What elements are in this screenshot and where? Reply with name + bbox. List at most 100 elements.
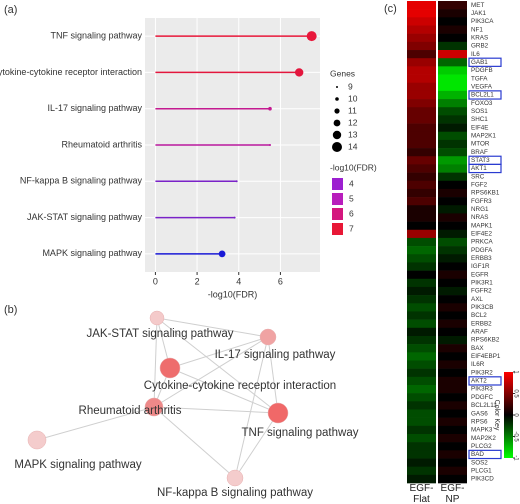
row-label: MTOR <box>471 141 490 148</box>
network-node <box>149 310 165 326</box>
color-key-tick: 0 <box>512 413 518 417</box>
heatmap-cell <box>407 434 436 443</box>
heatmap-cell <box>407 458 436 467</box>
lollipop-dot <box>218 250 226 258</box>
heatmap-cell <box>407 90 436 100</box>
heatmap-cell <box>438 74 467 83</box>
row-label: RPS6 <box>471 418 488 425</box>
heatmap-cell <box>438 442 467 451</box>
heatmap-cell <box>407 221 436 231</box>
heatmap-cell <box>407 278 436 288</box>
row-label: PDGFB <box>471 67 493 74</box>
row-highlight <box>468 90 502 100</box>
row-label: AKT1 <box>471 165 487 172</box>
network-edge <box>234 412 279 479</box>
row-label: STAT3 <box>471 157 490 164</box>
heatmap-cell <box>438 107 467 116</box>
row-label: BAD <box>471 451 484 458</box>
legend-label: 4 <box>349 178 354 188</box>
heatmap-cell <box>438 148 467 157</box>
column-label: EGF-NP <box>440 483 465 504</box>
row-label: PIK3CD <box>471 476 494 483</box>
network-edge <box>36 406 155 441</box>
row-label: SHC1 <box>471 116 488 123</box>
heatmap-cell <box>407 139 436 149</box>
heatmap-cell <box>438 221 467 231</box>
row-label: PIK3R2 <box>471 369 493 376</box>
heatmap-cell <box>407 254 436 263</box>
lollipop-dot <box>268 106 272 111</box>
row-label: BAX <box>471 345 484 352</box>
network-edge <box>156 317 269 338</box>
lollipop-dot <box>233 216 236 219</box>
heatmap-cell <box>438 131 467 141</box>
heatmap-cell <box>438 139 467 149</box>
legend-swatch <box>332 208 343 220</box>
heatmap-cell <box>407 376 436 386</box>
row-label: PRKCA <box>471 239 493 246</box>
row-label: EIF4E2 <box>471 231 492 238</box>
legend-dot <box>335 97 339 101</box>
row-label: EGFR <box>471 271 489 278</box>
x-tick-label: 6 <box>278 276 283 286</box>
legend-title: -log10(FDR) <box>330 162 377 172</box>
heatmap-cell <box>438 409 467 418</box>
row-label: SOS2 <box>471 459 488 466</box>
column-label: EGF-Flat <box>409 483 434 504</box>
row-label: SRC <box>471 173 485 180</box>
network-node <box>144 397 164 417</box>
heatmap-cell <box>438 466 467 476</box>
legend-label: 7 <box>349 223 354 233</box>
row-label: FGF2 <box>471 181 488 188</box>
row-label: NF1 <box>471 26 483 33</box>
heatmap-cell <box>438 327 467 337</box>
heatmap-cell <box>407 442 436 451</box>
heatmap-cell <box>438 229 467 239</box>
network-label: Rheumatoid arthritis <box>79 405 182 417</box>
heatmap-cell <box>438 335 467 345</box>
heatmap-cell <box>438 286 467 296</box>
heatmap-cell <box>407 180 436 190</box>
heatmap-cell <box>438 450 467 459</box>
heatmap-cell <box>407 409 436 418</box>
heatmap-cell <box>438 360 467 369</box>
y-tick-label: MAPK signaling pathway <box>42 248 142 258</box>
color-key-tick: 1 <box>512 370 518 374</box>
network-edge <box>169 367 279 414</box>
heatmap-cell <box>407 205 436 214</box>
row-label: RPS6KB1 <box>471 190 500 197</box>
heatmap-cell <box>407 262 436 271</box>
legend-dot <box>332 130 342 140</box>
network-edge <box>267 336 279 414</box>
row-label: PLCG1 <box>471 467 492 474</box>
network-node <box>259 328 277 346</box>
row-label: GAS6 <box>471 410 488 417</box>
heatmap-cell <box>438 254 467 263</box>
heatmap-cell <box>438 164 467 173</box>
heatmap-cell <box>438 474 467 484</box>
heatmap-cell <box>407 74 436 83</box>
legend-label: 12 <box>348 117 358 127</box>
heatmap-cell <box>407 311 436 320</box>
network-edge <box>153 317 158 408</box>
row-label: IGF1R <box>471 263 490 270</box>
heatmap-cell <box>407 115 436 124</box>
legend-label: 11 <box>348 105 357 115</box>
heatmap-cell <box>438 270 467 280</box>
network-label: Cytokine-cytokine receptor interaction <box>144 380 336 392</box>
heatmap-cell <box>438 458 467 467</box>
heatmap-cell <box>407 25 436 34</box>
row-label: BCL2 <box>471 312 487 319</box>
heatmap-cell <box>438 188 467 198</box>
legend-swatch <box>332 178 343 190</box>
legend-label: 13 <box>348 129 358 139</box>
heatmap-cell <box>407 148 436 157</box>
heatmap-cell <box>407 164 436 173</box>
network-edge <box>169 336 269 369</box>
y-tick-label: IL-17 signaling pathway <box>47 103 142 113</box>
row-label: FGFR3 <box>471 198 492 205</box>
heatmap-cell <box>407 9 436 18</box>
lollipop-dot <box>294 68 304 77</box>
row-label: MAPK3 <box>471 427 493 434</box>
